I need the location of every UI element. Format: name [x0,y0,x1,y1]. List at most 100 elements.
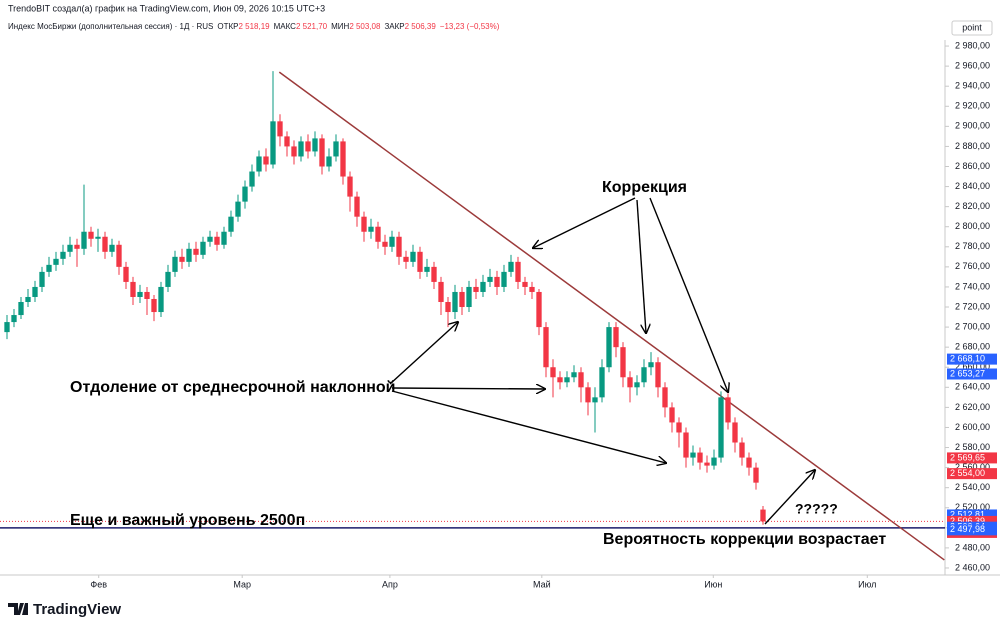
candle-body [137,291,143,297]
candle-body [270,121,276,165]
y-tick-label: 2 520,00 [955,502,990,512]
candle-body [277,121,283,137]
y-tick-label: 2 460,00 [955,562,990,572]
y-tick-label: 2 620,00 [955,402,990,412]
candle-body [4,322,10,333]
y-tick-label: 2 760,00 [955,261,990,271]
candle-body [431,266,437,282]
ohlc-label: ЗАКР [384,22,404,31]
y-tick-label: 2 640,00 [955,382,990,392]
candle-body [403,256,409,262]
candle-body [207,236,213,242]
candle-body [375,226,381,242]
candle-body [466,286,472,308]
candle-body [347,176,353,197]
annotation: ????? [795,501,838,517]
candle-body [543,327,549,368]
ohlc-value: 2 503,08 [349,22,381,31]
y-tick-label: 2 920,00 [955,101,990,111]
y-tick-label: 2 660,00 [955,362,990,372]
y-tick-label: 2 720,00 [955,301,990,311]
change: −13,23 (−0,53%) [440,22,500,31]
candle-body [417,251,423,272]
price-label-box [947,509,997,521]
candle-body [739,442,745,458]
candle-body [214,236,220,245]
y-tick-label: 2 960,00 [955,61,990,71]
candle-body [396,236,402,257]
candle-body [333,141,339,157]
candle-body [536,291,542,328]
candle-body [690,452,696,458]
candle-body [354,196,360,217]
candle-body [760,509,766,522]
logo: TradingView [8,601,121,618]
candle-body [662,387,668,408]
arrow [636,199,646,333]
candle-body [515,261,521,282]
arrow [391,388,545,389]
price-label: 2 497,98 [950,524,985,534]
candle-body [718,397,724,458]
price-label: 2 569,65 [950,452,985,462]
candle-body [32,286,38,297]
unit-button[interactable] [951,20,993,36]
candle-body [501,271,507,287]
candle-body [592,397,598,403]
candle-body [256,156,262,172]
candle-body [340,141,346,177]
candle-body [564,377,570,383]
x-tick-label: Июл [858,579,876,589]
y-tick-label: 2 560,00 [955,462,990,472]
candle-body [732,422,738,443]
candle-body [648,362,654,368]
candle-body [144,291,150,299]
ohlc-value: 2 518,19 [238,22,270,31]
candle-body [200,241,206,255]
candle-body [599,367,605,398]
candle-body [60,251,66,259]
candle-body [193,248,199,255]
candle-body [186,248,192,262]
candle-body [620,347,626,378]
y-tick-label: 2 900,00 [955,121,990,131]
price-label-box [947,452,997,464]
x-tick-label: Май [533,579,551,589]
candle-body [613,327,619,348]
candle-body [368,226,374,232]
brand: TradingView [33,601,121,618]
candle-body [242,186,248,202]
candle-body [319,138,325,167]
candle-body [452,291,458,313]
candle-body [571,372,577,378]
candle-body [487,276,493,282]
arrow [764,470,815,525]
y-tick-label: 2 800,00 [955,221,990,231]
plot [0,71,945,561]
y-tick-label: 2 580,00 [955,442,990,452]
candle-body [312,138,318,152]
candle-body [81,231,87,249]
annotation: Коррекция [602,179,687,196]
price-label: 2 512,81 [950,509,985,519]
credit: TrendoBIT создал(а) график на TradingVie… [8,3,325,13]
candle-body [158,286,164,313]
candle-body [291,146,297,157]
candle-body [445,301,451,313]
annotation: Еще и важный уровень 2500п [70,512,305,529]
ohlc-value: 2 506,39 [405,22,437,31]
candle-body [165,271,171,287]
candle-body [305,141,311,152]
candle-body [578,372,584,388]
legend-line: Индекс МосБиржи (дополнительная сессия) … [8,22,500,31]
arrow [391,390,666,463]
candle-body [123,266,129,282]
candle-body [634,382,640,388]
y-tick-label: 2 880,00 [955,141,990,151]
unit[interactable]: point [962,22,982,32]
ohlc-label: МАКС [274,22,297,31]
candle-body [410,251,416,262]
candle-body [18,301,24,316]
candle-body [46,264,52,272]
candle-body [179,256,185,262]
